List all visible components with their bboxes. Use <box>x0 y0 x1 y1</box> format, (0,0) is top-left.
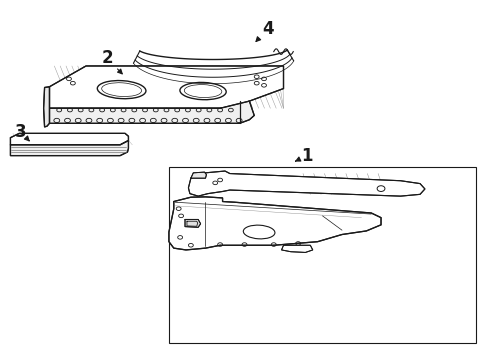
Polygon shape <box>281 245 312 252</box>
Polygon shape <box>10 140 128 156</box>
Text: 3: 3 <box>14 123 29 141</box>
Text: 2: 2 <box>101 49 122 74</box>
Polygon shape <box>49 101 254 123</box>
Polygon shape <box>49 66 283 108</box>
Bar <box>168 167 475 343</box>
Text: 4: 4 <box>256 20 273 41</box>
Text: 1: 1 <box>295 147 312 165</box>
Polygon shape <box>188 171 424 196</box>
Polygon shape <box>168 197 380 250</box>
Polygon shape <box>184 220 200 227</box>
Polygon shape <box>10 134 128 145</box>
Polygon shape <box>43 87 49 127</box>
Polygon shape <box>190 172 206 178</box>
